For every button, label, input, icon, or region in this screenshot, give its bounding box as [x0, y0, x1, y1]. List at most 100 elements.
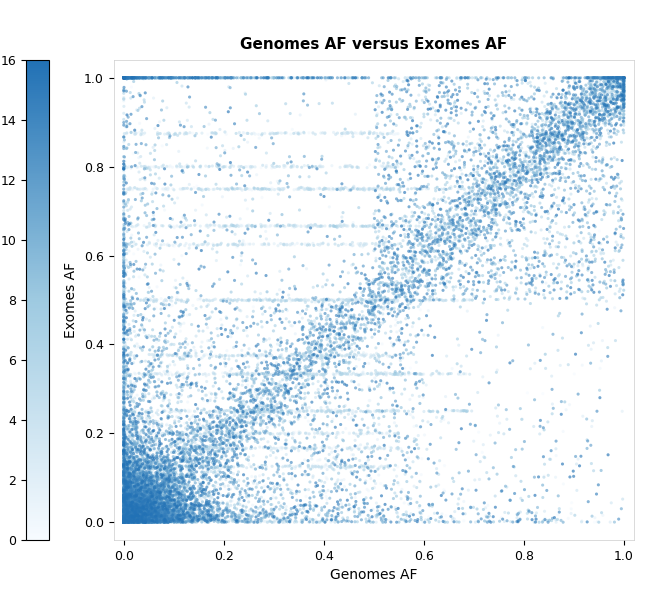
- Point: [196, 449, 206, 459]
- Point: [298, 515, 308, 525]
- Point: [515, 94, 525, 104]
- Point: [495, 169, 505, 178]
- Point: [278, 454, 288, 463]
- Point: [142, 509, 152, 518]
- Point: [580, 88, 591, 98]
- Point: [295, 350, 306, 360]
- Point: [130, 487, 140, 497]
- Point: [120, 510, 131, 520]
- Point: [517, 113, 528, 123]
- Point: [257, 410, 268, 420]
- Point: [166, 495, 177, 505]
- Point: [328, 184, 338, 194]
- Point: [534, 153, 545, 163]
- Point: [122, 73, 132, 83]
- Point: [133, 73, 144, 83]
- Point: [172, 487, 183, 497]
- Point: [530, 175, 541, 184]
- Point: [120, 514, 131, 524]
- Point: [302, 354, 312, 364]
- Point: [510, 75, 521, 85]
- Point: [179, 455, 189, 464]
- Point: [295, 351, 306, 361]
- Point: [177, 251, 187, 260]
- Point: [571, 115, 581, 125]
- Point: [391, 221, 402, 230]
- Point: [250, 143, 261, 152]
- Point: [129, 517, 140, 526]
- Point: [155, 483, 165, 493]
- Point: [138, 516, 149, 526]
- Point: [170, 497, 181, 507]
- Point: [298, 401, 308, 410]
- Point: [246, 73, 257, 83]
- Point: [306, 223, 316, 233]
- Point: [118, 517, 129, 527]
- Point: [120, 263, 130, 273]
- Point: [129, 513, 139, 523]
- Point: [131, 484, 142, 494]
- Point: [249, 349, 259, 359]
- Point: [190, 505, 201, 514]
- Point: [340, 401, 350, 410]
- Point: [139, 505, 150, 515]
- Point: [190, 517, 200, 526]
- Point: [118, 510, 129, 520]
- Point: [126, 516, 136, 526]
- Point: [257, 386, 268, 396]
- Point: [144, 481, 154, 491]
- Point: [149, 230, 159, 239]
- Point: [185, 436, 196, 445]
- Point: [142, 498, 152, 508]
- Point: [381, 221, 391, 230]
- Point: [494, 191, 504, 200]
- Point: [129, 497, 139, 506]
- Point: [343, 161, 353, 171]
- Point: [135, 73, 145, 83]
- Point: [124, 512, 135, 522]
- Point: [136, 507, 147, 517]
- Point: [131, 517, 141, 526]
- Point: [118, 132, 129, 142]
- Point: [419, 236, 430, 246]
- Point: [227, 370, 238, 379]
- Point: [120, 502, 131, 511]
- Point: [275, 397, 285, 407]
- Point: [118, 477, 129, 487]
- Point: [267, 491, 278, 500]
- Point: [517, 92, 527, 102]
- Point: [190, 446, 201, 455]
- Point: [348, 183, 359, 193]
- Point: [462, 210, 472, 220]
- Point: [122, 261, 132, 271]
- Point: [119, 73, 129, 83]
- Point: [118, 427, 129, 437]
- Point: [123, 73, 133, 83]
- Point: [370, 297, 380, 307]
- Point: [575, 140, 586, 150]
- Point: [479, 187, 489, 197]
- Point: [155, 470, 166, 479]
- Point: [130, 506, 140, 516]
- Point: [561, 141, 571, 151]
- Point: [297, 352, 307, 362]
- Point: [127, 514, 137, 524]
- Point: [503, 508, 514, 518]
- Point: [129, 183, 140, 193]
- Point: [236, 400, 246, 410]
- Point: [547, 116, 558, 125]
- Point: [224, 221, 235, 231]
- Point: [619, 102, 629, 112]
- Point: [118, 350, 129, 360]
- Point: [180, 512, 190, 522]
- Point: [193, 450, 203, 460]
- Point: [356, 461, 367, 470]
- Point: [159, 505, 169, 514]
- Point: [617, 73, 627, 83]
- Point: [118, 511, 129, 520]
- Point: [560, 103, 570, 112]
- Point: [305, 355, 315, 365]
- Point: [162, 443, 173, 453]
- Point: [156, 105, 166, 115]
- Point: [170, 500, 180, 509]
